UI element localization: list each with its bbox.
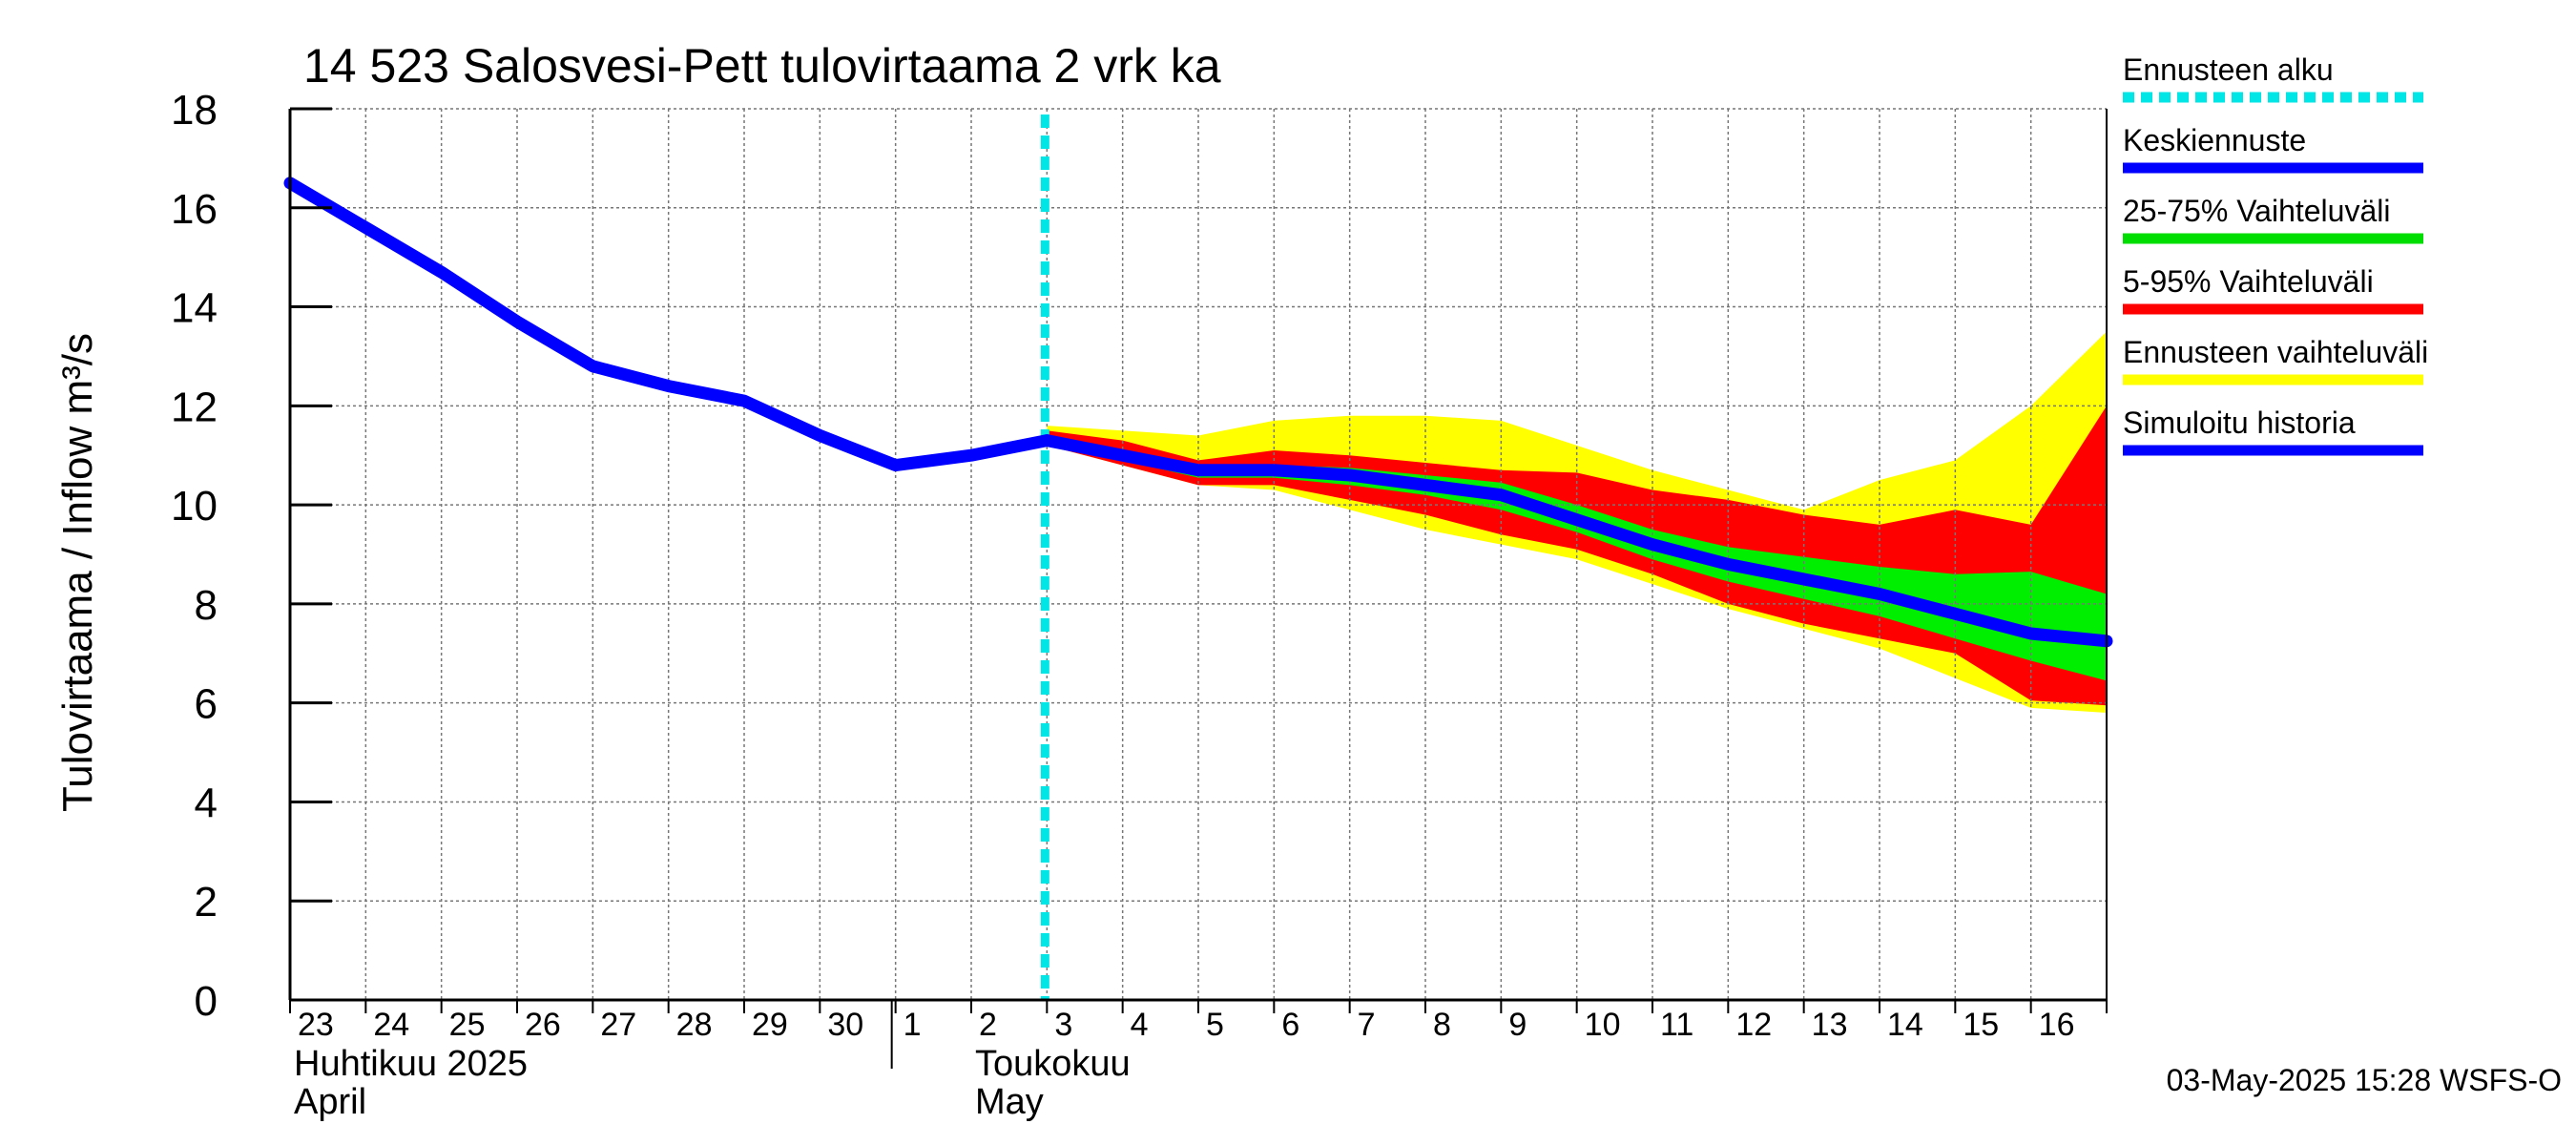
chart-title: 14 523 Salosvesi-Pett tulovirtaama 2 vrk… [303, 39, 1221, 93]
series-lines [283, 114, 2113, 1000]
y-tick-label: 14 [171, 285, 218, 332]
x-tick-label: 9 [1508, 1007, 1527, 1043]
x-tick-label: 8 [1433, 1007, 1451, 1043]
x-tick-label: 27 [600, 1007, 636, 1043]
y-axis-label: Tulovirtaama / Inflow m³/s [54, 333, 101, 812]
legend-label: 5-95% Vaihteluväli [2123, 264, 2374, 299]
x-tick-label: 29 [752, 1007, 788, 1043]
legend-label: Ennusteen vaihteluväli [2123, 335, 2428, 369]
y-tick-label: 4 [195, 780, 218, 826]
y-tick-label: 12 [171, 384, 218, 430]
x-tick-label: 13 [1812, 1007, 1848, 1043]
x-tick-label: 3 [1054, 1007, 1072, 1043]
y-tick-label: 16 [171, 186, 218, 233]
x-tick-label: 15 [1963, 1007, 1999, 1043]
x-tick-label: 12 [1735, 1007, 1772, 1043]
x-tick-label: 28 [676, 1007, 713, 1043]
x-tick-label: 24 [373, 1007, 409, 1043]
series-line-0 [283, 177, 1053, 472]
month-label-en: May [975, 1082, 1044, 1122]
x-tick-label: 6 [1281, 1007, 1299, 1043]
x-tick-label: 7 [1358, 1007, 1376, 1043]
y-tick-label: 0 [195, 978, 218, 1025]
month-label-en: April [294, 1082, 366, 1122]
legend-label: 25-75% Vaihteluväli [2123, 194, 2390, 228]
x-tick-label: 5 [1206, 1007, 1224, 1043]
y-tick-label: 18 [171, 87, 218, 134]
month-label: Huhtikuu 2025 [294, 1044, 528, 1084]
x-tick-label: 23 [298, 1007, 334, 1043]
y-tick-label: 6 [195, 681, 218, 728]
legend-label: Keskiennuste [2123, 123, 2306, 157]
legend-label: Ennusteen alku [2123, 52, 2334, 87]
x-tick-label: 4 [1131, 1007, 1149, 1043]
x-tick-label: 10 [1585, 1007, 1621, 1043]
chart-text: 14 523 Salosvesi-Pett tulovirtaama 2 vrk… [54, 39, 2562, 1097]
legend-label: Simuloitu historia [2123, 406, 2356, 440]
y-tick-label: 8 [195, 582, 218, 629]
x-tick-label: 16 [2039, 1007, 2075, 1043]
month-label: Toukokuu [975, 1044, 1131, 1084]
x-tick-label: 25 [449, 1007, 486, 1043]
x-tick-label: 30 [827, 1007, 863, 1043]
x-tick-label: 2 [979, 1007, 997, 1043]
x-tick-label: 1 [904, 1007, 922, 1043]
x-tick-label: 11 [1660, 1007, 1693, 1043]
footer-timestamp: 03-May-2025 15:28 WSFS-O [2167, 1063, 2562, 1097]
x-tick-label: 26 [525, 1007, 561, 1043]
x-tick-label: 14 [1887, 1007, 1923, 1043]
series-line-1 [1040, 434, 2113, 648]
legend: Ennusteen alku Keskiennuste 25-75% Vaihtel… [2123, 52, 2428, 456]
y-tick-label: 2 [195, 879, 218, 926]
y-tick-label: 10 [171, 483, 218, 530]
axes [288, 107, 2108, 1069]
grid [290, 108, 2107, 1000]
